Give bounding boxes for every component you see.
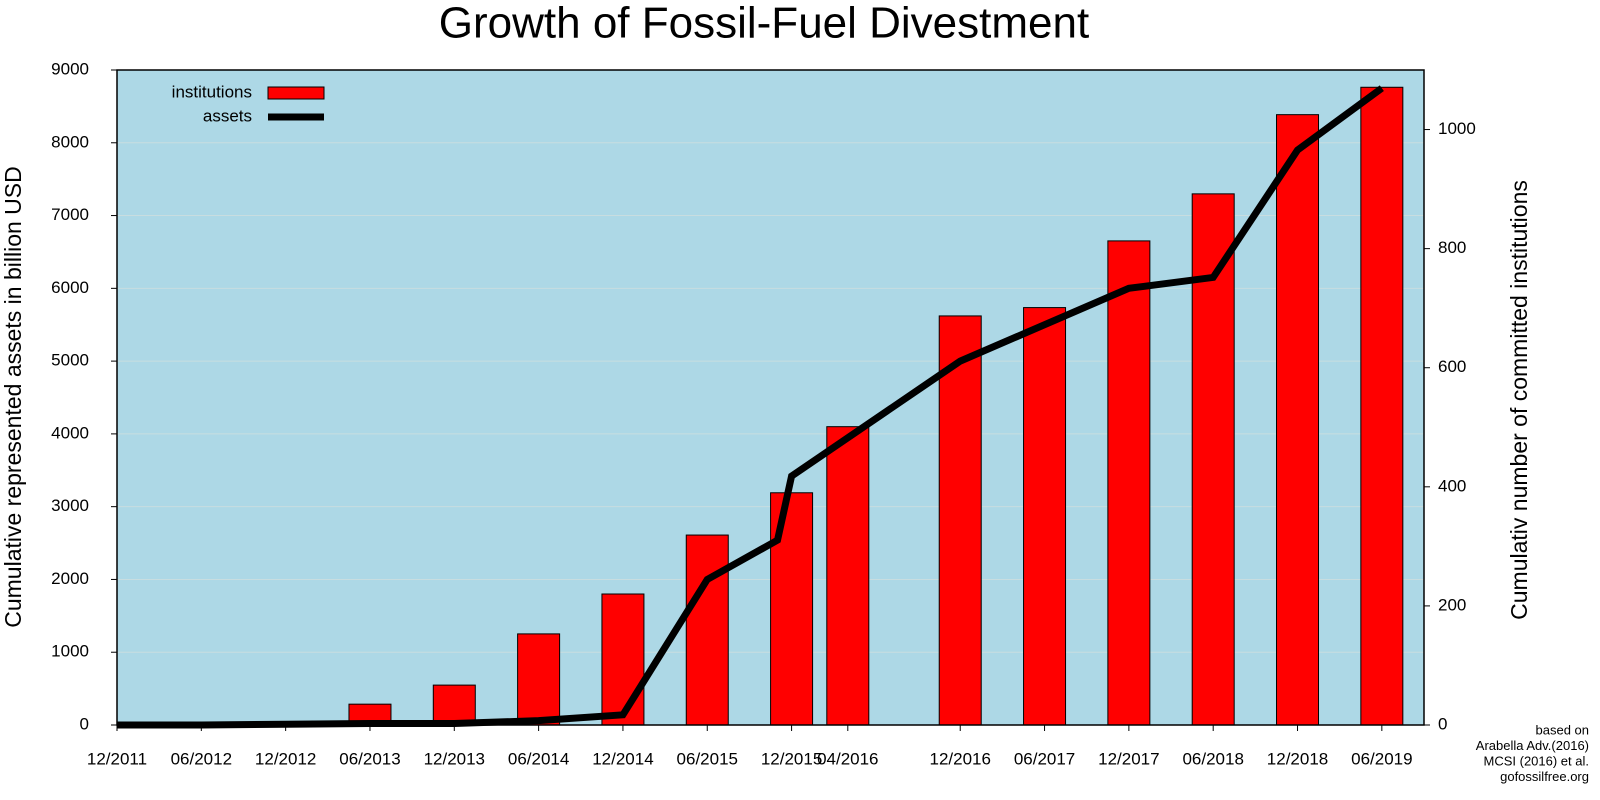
x-tick-label: 06/2019 (1351, 749, 1412, 768)
x-tick-label: 12/2014 (592, 749, 653, 768)
bar (1023, 307, 1067, 726)
x-tick-label: 12/2018 (1267, 749, 1328, 768)
y2-tick-label: 200 (1438, 595, 1466, 614)
bar (601, 593, 645, 726)
x-tick-label: 12/2012 (255, 749, 316, 768)
x-tick-label: 04/2016 (817, 749, 878, 768)
legend-label: institutions (172, 82, 252, 101)
bar (938, 315, 982, 726)
y-axis-label: Cumulative represented assets in billion… (0, 166, 26, 628)
bar (685, 534, 729, 726)
bar (432, 684, 476, 726)
y-tick-label: 3000 (51, 496, 89, 515)
y2-tick-label: 1000 (1438, 119, 1476, 138)
bar (517, 633, 561, 726)
plot-frame (116, 69, 1425, 726)
y2-axis-label: Cumulativ number of committed institutio… (1506, 180, 1532, 620)
bar (826, 426, 870, 726)
legend-label: assets (203, 106, 252, 125)
y-tick-label: 7000 (51, 205, 89, 224)
x-tick-label: 12/2016 (929, 749, 990, 768)
y2-tick-label: 800 (1438, 238, 1466, 257)
x-tick-label: 06/2015 (677, 749, 738, 768)
y2-tick-label: 400 (1438, 476, 1466, 495)
legend-swatch (267, 86, 325, 100)
y-tick-label: 2000 (51, 569, 89, 588)
y-tick-label: 9000 (51, 59, 89, 78)
chart-title: Growth of Fossil-Fuel Divestment (439, 0, 1089, 48)
y2-tick-label: 0 (1438, 714, 1447, 733)
bar (1360, 86, 1404, 726)
y-tick-label: 6000 (51, 278, 89, 297)
x-tick-label: 12/2017 (1098, 749, 1159, 768)
annotation: gofossilfree.org (1500, 769, 1589, 784)
line (117, 85, 1384, 729)
annotation: Arabella Adv.(2016) (1476, 738, 1589, 753)
y2-tick-label: 600 (1438, 357, 1466, 376)
x-tick-label: 06/2017 (1014, 749, 1075, 768)
y-tick-label: 5000 (51, 351, 89, 370)
annotation: based on (1536, 722, 1590, 737)
y-tick-label: 1000 (51, 642, 89, 661)
x-tick-label: 12/2015 (761, 749, 822, 768)
x-tick-label: 12/2013 (424, 749, 485, 768)
x-tick-label: 06/2014 (508, 749, 569, 768)
y-tick-label: 0 (80, 714, 89, 733)
x-tick-label: 06/2018 (1182, 749, 1243, 768)
x-tick-label: 06/2012 (171, 749, 232, 768)
bar (1107, 240, 1151, 726)
annotation: MCSI (2016) et al. (1484, 753, 1590, 768)
x-tick-label: 12/2011 (87, 749, 147, 768)
y-tick-label: 8000 (51, 132, 89, 151)
x-tick-label: 06/2013 (339, 749, 400, 768)
y-tick-label: 4000 (51, 423, 89, 442)
bar (1276, 114, 1320, 726)
